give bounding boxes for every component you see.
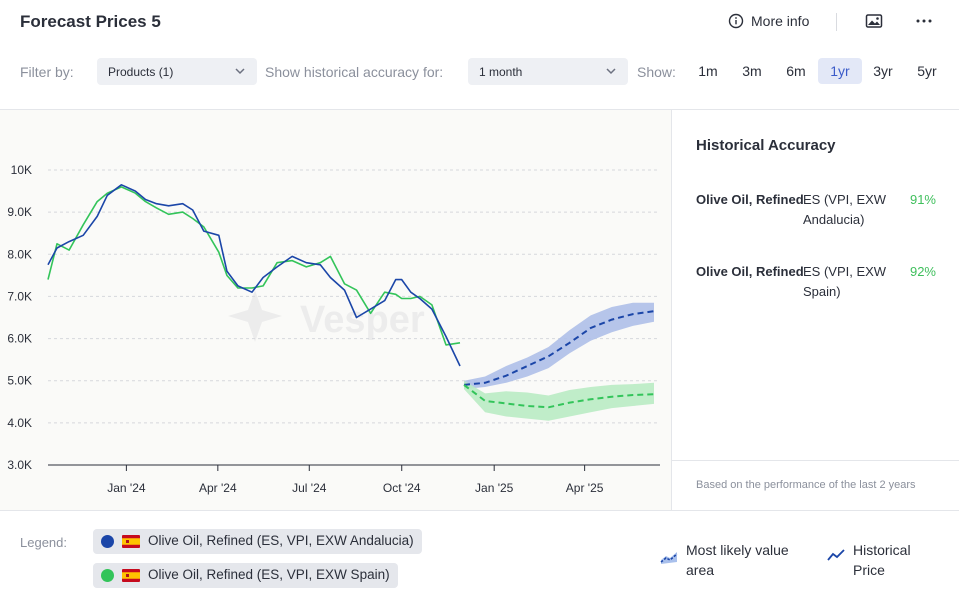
more-info-button[interactable]: More info xyxy=(728,13,809,29)
forecast-band xyxy=(464,380,654,421)
x-tick-label: Apr '25 xyxy=(566,481,604,495)
spain-flag-icon xyxy=(122,535,140,548)
chart-panel: Vesper 3.0K 4.0K 5.0K 6.0K 7.0K 8.0K 9.0K 10K Jan… xyxy=(0,110,671,510)
accuracy-percent: 91% xyxy=(909,192,936,207)
filter-by-label: Filter by: xyxy=(20,64,74,80)
accuracy-product-name: Olive Oil, Refined xyxy=(696,264,804,279)
series-dot-icon xyxy=(101,535,114,548)
accuracy-product-region: ES (VPI, EXW Spain) xyxy=(803,264,887,299)
page-title: Forecast Prices 5 xyxy=(20,12,161,31)
series-dot-icon xyxy=(101,569,114,582)
forecast-line xyxy=(463,310,655,386)
accuracy-select-value: 1 month xyxy=(479,65,523,79)
legend-series-label: Olive Oil, Refined (ES, VPI, EXW Andaluc… xyxy=(148,533,414,548)
divider xyxy=(671,110,672,510)
legend-series-label: Olive Oil, Refined (ES, VPI, EXW Spain) xyxy=(148,567,390,582)
x-tick-label: Jan '24 xyxy=(107,481,146,495)
legend-chip-andalucia[interactable]: Olive Oil, Refined (ES, VPI, EXW Andaluc… xyxy=(93,529,422,554)
divider xyxy=(0,510,959,511)
range-1yr-button[interactable]: 1yr xyxy=(818,58,862,84)
y-tick-label: 7.0K xyxy=(7,289,32,303)
chart-header: Forecast Prices 5 More info xyxy=(0,0,959,46)
y-tick-label: 10K xyxy=(11,163,32,177)
accuracy-percent: 92% xyxy=(909,264,936,279)
show-label: Show: xyxy=(637,64,676,80)
divider xyxy=(672,460,959,461)
forecast-band xyxy=(464,302,654,390)
x-tick-label: Jul '24 xyxy=(292,481,327,495)
x-tick-label: Oct '24 xyxy=(383,481,421,495)
accuracy-note: Based on the performance of the last 2 y… xyxy=(696,479,916,491)
y-tick-label: 3.0K xyxy=(7,458,32,472)
line-chart-icon xyxy=(827,549,845,561)
y-tick-label: 8.0K xyxy=(7,247,32,261)
range-6m-button[interactable]: 6m xyxy=(786,63,806,79)
chevron-down-icon xyxy=(235,68,245,75)
x-tick-label: Apr '24 xyxy=(199,481,237,495)
y-tick-label: 4.0K xyxy=(7,416,32,430)
more-options-button[interactable] xyxy=(915,13,933,34)
legend-chip-spain[interactable]: Olive Oil, Refined (ES, VPI, EXW Spain) xyxy=(93,563,398,588)
historical-label: Historical Price xyxy=(853,542,911,578)
accuracy-product-region: ES (VPI, EXW Andalucia) xyxy=(803,192,887,227)
download-image-button[interactable] xyxy=(865,13,883,34)
accuracy-title: Historical Accuracy xyxy=(696,137,836,154)
most-likely-label: Most likely value area xyxy=(686,542,789,578)
historical-accuracy-panel: Historical Accuracy Olive Oil, Refined E… xyxy=(672,110,959,510)
watermark-logo-icon xyxy=(228,290,282,342)
divider xyxy=(0,109,959,110)
forecast-chart: Vesper 3.0K 4.0K 5.0K 6.0K 7.0K 8.0K 9.0K 10K Jan… xyxy=(7,163,660,495)
y-tick-label: 5.0K xyxy=(7,374,32,388)
range-3yr-button[interactable]: 3yr xyxy=(873,63,893,79)
chevron-down-icon xyxy=(606,68,616,75)
range-1m-button[interactable]: 1m xyxy=(698,63,718,79)
legend-label: Legend: xyxy=(20,535,67,550)
products-select-value: Products (1) xyxy=(108,65,174,79)
y-tick-label: 9.0K xyxy=(7,205,32,219)
accuracy-label: Show historical accuracy for: xyxy=(265,64,444,80)
range-3m-button[interactable]: 3m xyxy=(742,63,762,79)
range-5yr-button[interactable]: 5yr xyxy=(917,63,937,79)
accuracy-select[interactable]: 1 month xyxy=(468,58,628,85)
area-chart-icon xyxy=(660,552,678,564)
info-icon xyxy=(728,13,744,29)
more-icon xyxy=(916,19,932,23)
watermark-text: Vesper xyxy=(300,299,425,341)
y-tick-label: 6.0K xyxy=(7,332,32,346)
historical-line xyxy=(47,184,461,367)
x-tick-label: Jan '25 xyxy=(475,481,514,495)
more-info-label: More info xyxy=(751,13,810,29)
header-divider xyxy=(836,13,837,31)
filter-bar: Filter by: Products (1) Show historical … xyxy=(0,56,959,86)
spain-flag-icon xyxy=(122,569,140,582)
forecast-line xyxy=(463,384,655,409)
legend-historical: Historical Price xyxy=(827,540,947,580)
products-select[interactable]: Products (1) xyxy=(97,58,257,85)
image-icon xyxy=(865,14,883,28)
accuracy-product-name: Olive Oil, Refined xyxy=(696,192,804,207)
legend-most-likely: Most likely value area xyxy=(660,540,800,580)
